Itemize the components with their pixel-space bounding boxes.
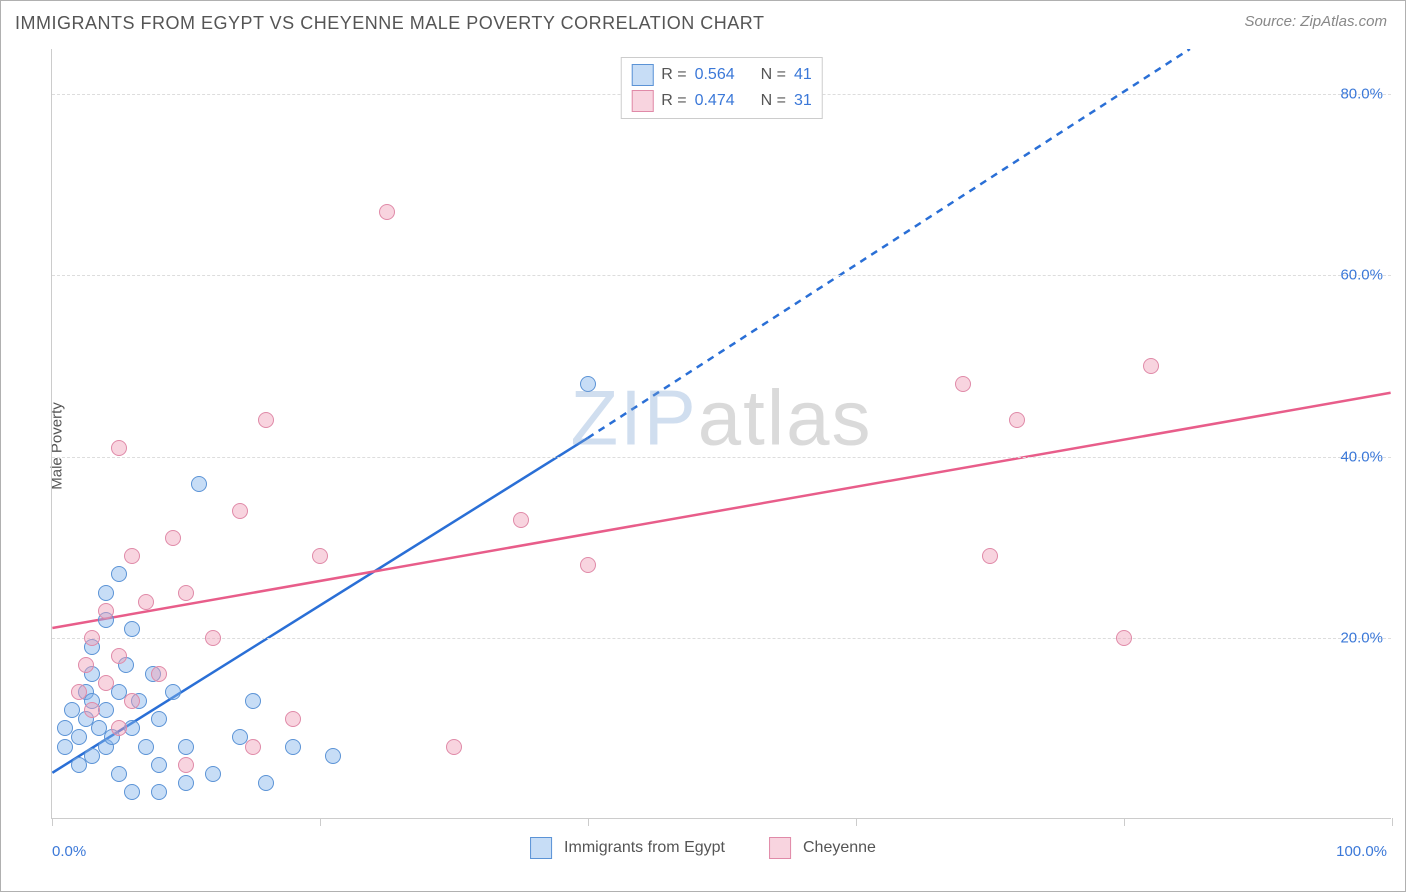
scatter-point-egypt (111, 566, 127, 582)
chart-container: IMMIGRANTS FROM EGYPT VS CHEYENNE MALE P… (0, 0, 1406, 892)
scatter-point-cheyenne (84, 630, 100, 646)
scatter-point-egypt (71, 729, 87, 745)
scatter-point-cheyenne (1116, 630, 1132, 646)
scatter-point-cheyenne (258, 412, 274, 428)
r-value: 0.564 (695, 66, 735, 84)
x-tick (320, 818, 321, 826)
r-label: R = (661, 66, 686, 84)
scatter-point-egypt (165, 684, 181, 700)
scatter-point-cheyenne (232, 503, 248, 519)
scatter-point-egypt (205, 766, 221, 782)
scatter-point-cheyenne (285, 711, 301, 727)
n-label: N = (761, 92, 786, 110)
legend-swatch-cheyenne (769, 837, 791, 859)
scatter-point-cheyenne (1009, 412, 1025, 428)
r-value: 0.474 (695, 92, 735, 110)
scatter-point-cheyenne (513, 512, 529, 528)
scatter-point-egypt (124, 621, 140, 637)
scatter-point-egypt (258, 775, 274, 791)
scatter-point-cheyenne (78, 657, 94, 673)
x-tick-label: 0.0% (52, 843, 86, 860)
legend-swatch-egypt (530, 837, 552, 859)
scatter-point-cheyenne (165, 530, 181, 546)
legend-label-egypt: Immigrants from Egypt (564, 839, 725, 857)
scatter-point-cheyenne (580, 557, 596, 573)
scatter-point-egypt (178, 739, 194, 755)
scatter-point-cheyenne (138, 594, 154, 610)
scatter-point-cheyenne (98, 675, 114, 691)
x-tick (52, 818, 53, 826)
y-tick-label: 40.0% (1340, 448, 1383, 465)
scatter-point-cheyenne (71, 684, 87, 700)
scatter-point-cheyenne (379, 204, 395, 220)
scatter-point-egypt (325, 748, 341, 764)
legend-swatch-egypt (631, 64, 653, 86)
n-label: N = (761, 66, 786, 84)
x-tick (1392, 818, 1393, 826)
y-tick-label: 80.0% (1340, 86, 1383, 103)
scatter-point-cheyenne (84, 702, 100, 718)
scatter-point-egypt (245, 693, 261, 709)
gridline (52, 457, 1391, 458)
legend-series: Immigrants from Egypt Cheyenne (530, 837, 876, 859)
scatter-point-cheyenne (446, 739, 462, 755)
scatter-point-egypt (178, 775, 194, 791)
scatter-point-cheyenne (955, 376, 971, 392)
x-tick (1124, 818, 1125, 826)
scatter-point-egypt (580, 376, 596, 392)
legend-stats-row: R = 0.564 N = 41 (631, 62, 812, 88)
scatter-point-cheyenne (1143, 358, 1159, 374)
scatter-point-cheyenne (111, 720, 127, 736)
gridline (52, 638, 1391, 639)
scatter-point-cheyenne (178, 757, 194, 773)
scatter-point-cheyenne (124, 693, 140, 709)
scatter-point-egypt (138, 739, 154, 755)
x-tick (588, 818, 589, 826)
chart-title: IMMIGRANTS FROM EGYPT VS CHEYENNE MALE P… (15, 13, 764, 34)
scatter-point-egypt (111, 766, 127, 782)
r-label: R = (661, 92, 686, 110)
scatter-point-egypt (98, 585, 114, 601)
scatter-point-egypt (124, 784, 140, 800)
scatter-point-egypt (151, 757, 167, 773)
scatter-point-cheyenne (205, 630, 221, 646)
scatter-point-egypt (151, 711, 167, 727)
scatter-point-egypt (151, 784, 167, 800)
source-label: Source: ZipAtlas.com (1244, 13, 1387, 30)
plot-area: ZIPatlas R = 0.564 N = 41 R = 0.474 N = … (51, 49, 1391, 819)
scatter-point-cheyenne (98, 603, 114, 619)
scatter-point-cheyenne (124, 548, 140, 564)
x-tick-label: 100.0% (1336, 843, 1387, 860)
watermark-part2: atlas (698, 374, 873, 462)
scatter-point-cheyenne (111, 648, 127, 664)
n-value: 41 (794, 66, 812, 84)
legend-label-cheyenne: Cheyenne (803, 839, 876, 857)
legend-stats-row: R = 0.474 N = 31 (631, 88, 812, 114)
gridline (52, 275, 1391, 276)
scatter-point-egypt (285, 739, 301, 755)
y-tick-label: 20.0% (1340, 629, 1383, 646)
scatter-point-cheyenne (151, 666, 167, 682)
scatter-point-cheyenne (982, 548, 998, 564)
legend-swatch-cheyenne (631, 90, 653, 112)
x-tick (856, 818, 857, 826)
scatter-point-cheyenne (178, 585, 194, 601)
scatter-point-cheyenne (111, 440, 127, 456)
watermark: ZIPatlas (570, 373, 872, 464)
y-tick-label: 60.0% (1340, 267, 1383, 284)
n-value: 31 (794, 92, 812, 110)
scatter-point-cheyenne (245, 739, 261, 755)
scatter-point-cheyenne (312, 548, 328, 564)
scatter-point-egypt (191, 476, 207, 492)
trend-line (52, 393, 1390, 628)
legend-stats: R = 0.564 N = 41 R = 0.474 N = 31 (620, 57, 823, 119)
